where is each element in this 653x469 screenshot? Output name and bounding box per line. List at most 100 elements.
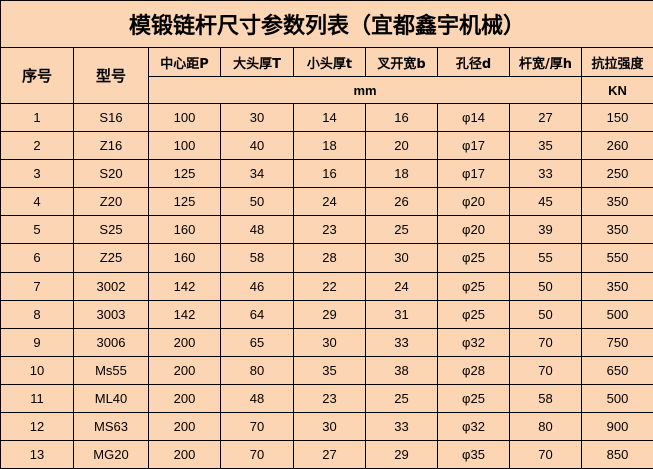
table-row: 5 S25 160 48 23 25 φ20 39 350 [0, 215, 653, 245]
table-row: 6 Z25 160 58 28 30 φ25 55 550 [0, 243, 653, 273]
cell-fork-width: 29 [365, 439, 438, 469]
cell-small-end: 27 [293, 439, 366, 469]
cell-hole-diameter: φ20 [437, 215, 510, 245]
cell-tensile-strength: 260 [580, 131, 653, 161]
cell-fork-width: 30 [365, 243, 438, 273]
cell-fork-width: 20 [365, 131, 438, 161]
cell-small-end: 16 [293, 159, 366, 189]
cell-center-distance: 200 [148, 383, 221, 413]
cell-fork-width: 33 [365, 327, 438, 357]
cell-tensile-strength: 500 [580, 299, 653, 329]
header-model: 型号 [73, 47, 149, 105]
cell-tensile-strength: 850 [580, 439, 653, 469]
table-row: 8 3003 142 64 29 31 φ25 50 500 [0, 299, 653, 329]
cell-index: 1 [0, 103, 74, 133]
cell-model: S20 [73, 159, 149, 189]
cell-center-distance: 100 [148, 103, 221, 133]
cell-model: Z16 [73, 131, 149, 161]
cell-hole-diameter: φ14 [437, 103, 510, 133]
cell-small-end: 30 [293, 411, 366, 441]
cell-model: 3003 [73, 299, 149, 329]
unit-mm: mm [148, 76, 582, 105]
cell-tensile-strength: 350 [580, 187, 653, 217]
cell-tensile-strength: 150 [580, 103, 653, 133]
cell-center-distance: 200 [148, 355, 221, 385]
cell-rod-width: 33 [509, 159, 582, 189]
cell-small-end: 35 [293, 355, 366, 385]
cell-fork-width: 25 [365, 383, 438, 413]
table-row: 7 3002 142 46 22 24 φ25 50 350 [0, 271, 653, 301]
cell-tensile-strength: 650 [580, 355, 653, 385]
cell-big-end: 64 [220, 299, 294, 329]
cell-rod-width: 27 [509, 103, 582, 133]
header-big-end-thickness: 大头厚T [220, 47, 294, 78]
cell-tensile-strength: 350 [580, 271, 653, 301]
cell-rod-width: 80 [509, 411, 582, 441]
cell-index: 10 [0, 355, 74, 385]
cell-center-distance: 100 [148, 131, 221, 161]
cell-model: Z20 [73, 187, 149, 217]
cell-small-end: 23 [293, 383, 366, 413]
header-row: 序号 型号 中心距P 大头厚T 小头厚t 叉开宽b 孔径d 杆宽/厚h 抗拉强度 [0, 47, 653, 105]
cell-center-distance: 160 [148, 215, 221, 245]
cell-fork-width: 26 [365, 187, 438, 217]
cell-index: 12 [0, 411, 74, 441]
cell-big-end: 65 [220, 327, 294, 357]
cell-hole-diameter: φ25 [437, 243, 510, 273]
unit-kn: KN [580, 76, 653, 105]
cell-small-end: 18 [293, 131, 366, 161]
cell-tensile-strength: 750 [580, 327, 653, 357]
cell-rod-width: 45 [509, 187, 582, 217]
cell-fork-width: 18 [365, 159, 438, 189]
cell-tensile-strength: 550 [580, 243, 653, 273]
table-title: 模锻链杆尺寸参数列表（宜都鑫宇机械） [0, 0, 653, 49]
cell-tensile-strength: 900 [580, 411, 653, 441]
cell-hole-diameter: φ20 [437, 187, 510, 217]
cell-model: Ms55 [73, 355, 149, 385]
cell-big-end: 30 [220, 103, 294, 133]
cell-small-end: 30 [293, 327, 366, 357]
cell-center-distance: 200 [148, 327, 221, 357]
cell-center-distance: 125 [148, 187, 221, 217]
cell-rod-width: 70 [509, 439, 582, 469]
cell-fork-width: 31 [365, 299, 438, 329]
cell-fork-width: 38 [365, 355, 438, 385]
cell-tensile-strength: 500 [580, 383, 653, 413]
cell-fork-width: 25 [365, 215, 438, 245]
cell-index: 7 [0, 271, 74, 301]
cell-rod-width: 50 [509, 271, 582, 301]
table-row: 10 Ms55 200 80 35 38 φ28 70 650 [0, 355, 653, 385]
cell-hole-diameter: φ25 [437, 299, 510, 329]
cell-small-end: 24 [293, 187, 366, 217]
header-center-distance: 中心距P [148, 47, 221, 78]
cell-center-distance: 200 [148, 411, 221, 441]
cell-rod-width: 70 [509, 355, 582, 385]
cell-hole-diameter: φ32 [437, 327, 510, 357]
cell-index: 5 [0, 215, 74, 245]
cell-model: ML40 [73, 383, 149, 413]
cell-small-end: 28 [293, 243, 366, 273]
cell-big-end: 80 [220, 355, 294, 385]
cell-small-end: 14 [293, 103, 366, 133]
cell-big-end: 48 [220, 215, 294, 245]
cell-rod-width: 35 [509, 131, 582, 161]
cell-hole-diameter: φ28 [437, 355, 510, 385]
cell-hole-diameter: φ32 [437, 411, 510, 441]
table-row: 11 ML40 200 48 23 25 φ25 58 500 [0, 383, 653, 413]
cell-small-end: 29 [293, 299, 366, 329]
cell-model: 3002 [73, 271, 149, 301]
cell-big-end: 58 [220, 243, 294, 273]
cell-model: Z25 [73, 243, 149, 273]
header-hole-diameter: 孔径d [437, 47, 510, 78]
cell-fork-width: 33 [365, 411, 438, 441]
table-row: 12 MS63 200 70 30 33 φ32 80 900 [0, 411, 653, 441]
cell-center-distance: 125 [148, 159, 221, 189]
table-row: 1 S16 100 30 14 16 φ14 27 150 [0, 103, 653, 133]
cell-big-end: 46 [220, 271, 294, 301]
cell-model: 3006 [73, 327, 149, 357]
cell-hole-diameter: φ17 [437, 159, 510, 189]
cell-small-end: 23 [293, 215, 366, 245]
cell-index: 8 [0, 299, 74, 329]
cell-fork-width: 24 [365, 271, 438, 301]
cell-big-end: 40 [220, 131, 294, 161]
